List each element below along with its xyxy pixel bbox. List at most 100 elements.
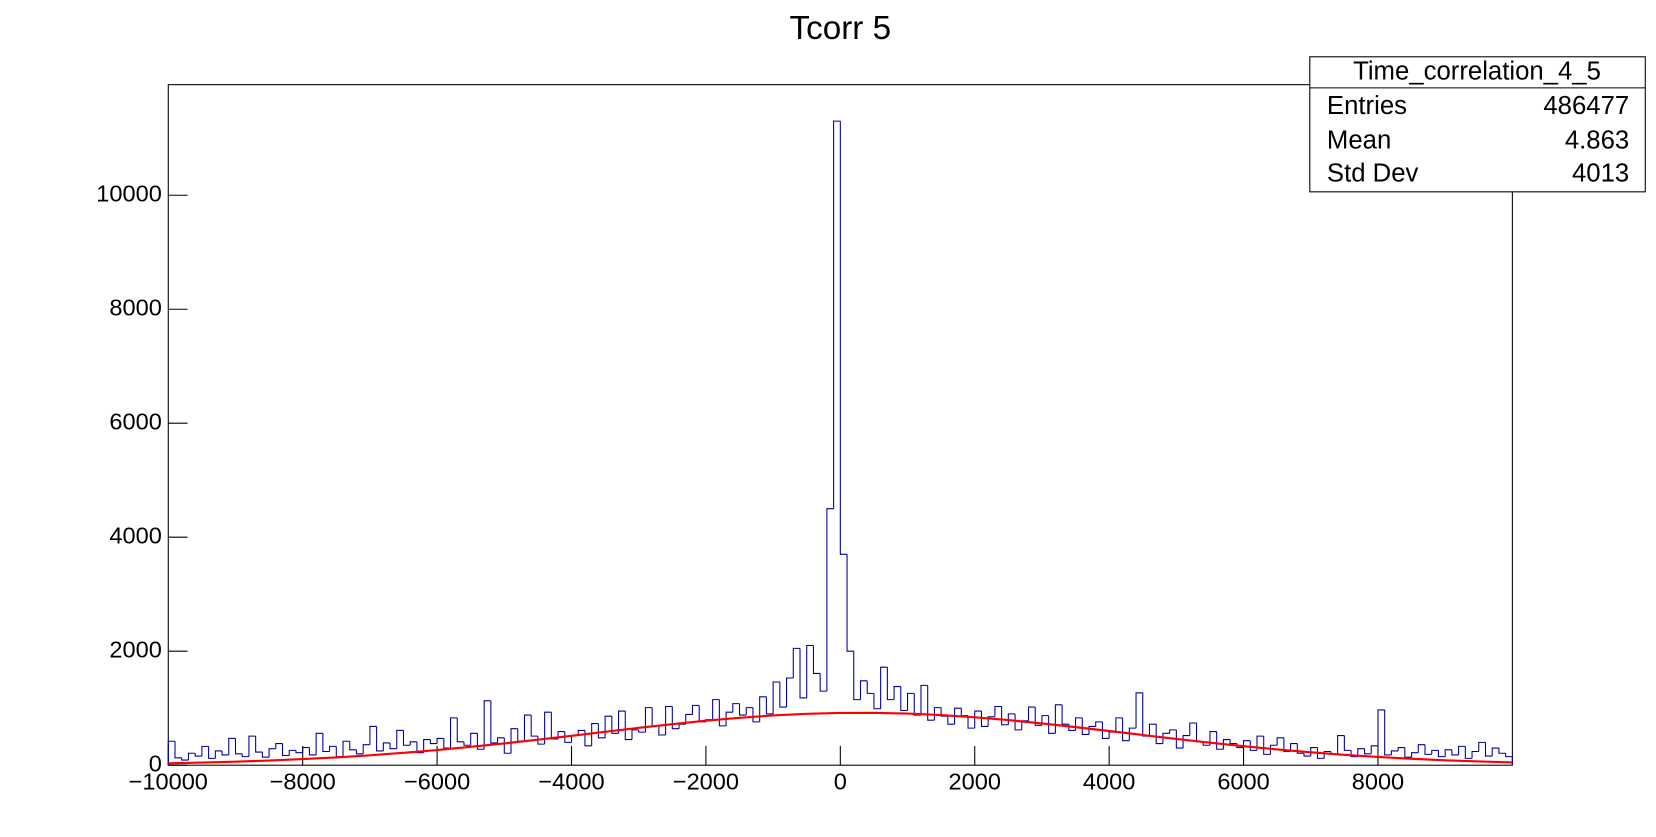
histogram-bin (826, 508, 834, 692)
histogram-bin (234, 738, 243, 755)
histogram-bin (1458, 745, 1466, 755)
x-tick-label: −8000 (270, 769, 336, 795)
histogram-bin (920, 684, 928, 716)
histogram-bin (806, 644, 814, 698)
x-tick-label: 6000 (1217, 769, 1269, 795)
histogram-bin (638, 729, 646, 733)
histogram-bin (1444, 749, 1452, 757)
histogram-bin (1397, 746, 1405, 751)
histogram-bin (255, 736, 263, 753)
histogram-bin (691, 704, 700, 715)
y-tick-label: 0 (149, 750, 162, 776)
histogram-bin (1437, 750, 1446, 758)
histogram-bin (221, 750, 229, 756)
histogram-bin (523, 714, 532, 742)
histogram-bin (779, 681, 787, 708)
histogram-bin (772, 681, 780, 714)
histogram-bin (201, 745, 209, 757)
histogram-bin (698, 705, 706, 723)
histogram-bin (396, 729, 404, 749)
histogram-bin (1384, 709, 1392, 756)
y-tick-label: 4000 (109, 522, 161, 548)
histogram-bin (866, 680, 874, 694)
histogram-bin (1417, 744, 1426, 753)
histogram-bin (1357, 748, 1365, 757)
histogram-bin (1216, 731, 1224, 750)
histogram-bin (1424, 744, 1432, 755)
histogram-bin (853, 651, 861, 701)
histogram-bin (281, 743, 290, 757)
x-tick-label: 4000 (1083, 769, 1135, 795)
y-tick-label: 10000 (96, 180, 162, 206)
x-tick-label: 0 (834, 769, 847, 795)
histogram-bin (1148, 723, 1157, 737)
histogram-bin (927, 685, 935, 721)
histogram-bin (1249, 740, 1257, 751)
x-tick-label: −4000 (538, 769, 604, 795)
histogram-bin (510, 728, 518, 754)
histogram-bin (913, 693, 921, 716)
histogram-bin (497, 737, 505, 743)
histogram-bin (1323, 750, 1331, 759)
histogram-bin (295, 750, 303, 754)
histogram-bin (1431, 749, 1439, 755)
histogram-bin (1162, 732, 1170, 744)
histogram-bin (980, 711, 989, 727)
histogram-bin (1316, 747, 1325, 759)
histogram-bin (765, 696, 774, 715)
histogram-bin (389, 742, 397, 750)
histogram-bin (786, 677, 794, 708)
histogram-bin (1054, 704, 1063, 734)
histogram-bin (214, 750, 223, 759)
histogram-bin (1101, 721, 1110, 739)
histogram-bin (792, 647, 801, 678)
histogram-bin (1155, 724, 1163, 745)
histogram-bin (738, 703, 747, 716)
histogram-bin (1108, 731, 1116, 739)
histogram-bin (335, 746, 344, 758)
stats-label: Mean (1327, 126, 1391, 154)
histogram-bin (288, 749, 296, 756)
histogram-bin (1122, 717, 1130, 742)
y-tick-label: 6000 (109, 408, 161, 434)
histogram-bin (591, 723, 599, 746)
histogram-bin (1034, 707, 1042, 726)
histogram-bin (611, 716, 619, 734)
stats-value: 486477 (1543, 92, 1629, 120)
histogram-bin (900, 686, 908, 712)
histogram-bin (174, 741, 182, 759)
histogram-bin (402, 730, 411, 746)
histogram-bin (1484, 742, 1493, 757)
histogram-bin (597, 723, 606, 739)
histogram-bin (241, 753, 249, 758)
histogram-bin (1343, 735, 1352, 751)
histogram-bin (859, 680, 868, 700)
histogram-bin (187, 752, 196, 761)
histogram-bin (1195, 723, 1204, 743)
histogram-bin (1471, 750, 1479, 759)
histogram-bin (329, 745, 337, 752)
histogram-bin (308, 747, 317, 756)
histogram-bin (954, 707, 962, 725)
histogram-bin (725, 711, 733, 726)
x-tick-label: −2000 (673, 769, 739, 795)
y-tick-label: 8000 (109, 294, 161, 320)
stats-title: Time_correlation_4_5 (1353, 58, 1601, 86)
histogram-bin (483, 700, 491, 750)
histogram-bin (933, 707, 942, 721)
histogram-bin (1276, 737, 1284, 746)
histogram-bin (470, 732, 478, 746)
chart-title: Tcorr 5 (790, 10, 892, 47)
histogram-bin (1128, 727, 1137, 741)
histogram-bin (947, 716, 955, 725)
histogram-bin (463, 741, 471, 746)
histogram-bin (1169, 729, 1177, 734)
histogram-bin (873, 693, 881, 710)
fit-curve (168, 711, 1513, 765)
histogram-bin (1269, 744, 1278, 755)
histogram-bin (974, 710, 982, 729)
histogram-bin (819, 673, 827, 692)
histogram-bin (651, 707, 659, 727)
